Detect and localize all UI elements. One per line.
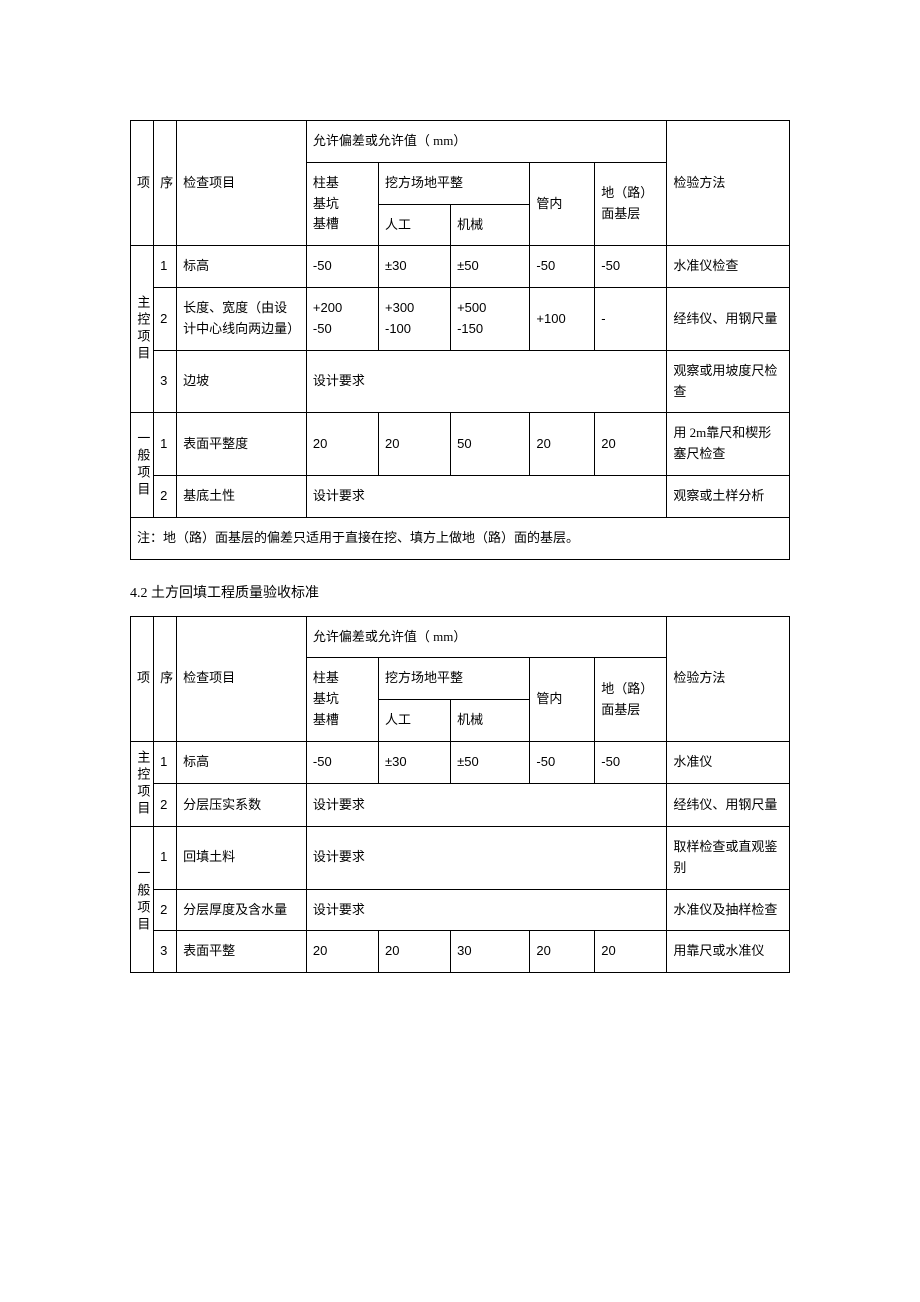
cell-method: 水准仪及抽样检查 bbox=[667, 889, 790, 931]
cell-item: 基底土性 bbox=[177, 475, 307, 517]
cell-val: 30 bbox=[451, 931, 530, 973]
cell-seq: 3 bbox=[154, 350, 177, 413]
hdr-deviation: 允许偏差或允许值（ mm） bbox=[306, 616, 666, 658]
hdr-deviation: 允许偏差或允许值（ mm） bbox=[306, 121, 666, 163]
cell-val: 20 bbox=[306, 931, 378, 973]
cell-method: 水准仪检查 bbox=[667, 246, 790, 288]
hdr-seq: 序 bbox=[154, 616, 177, 741]
cell-val: 50 bbox=[451, 413, 530, 476]
hdr-inspect-item: 检查项目 bbox=[177, 121, 307, 246]
cell-val: ±30 bbox=[379, 246, 451, 288]
hdr-machine: 机械 bbox=[451, 700, 530, 742]
table-footnote: 注：地（路）面基层的偏差只适用于直接在挖、填方上做地（路）面的基层。 bbox=[131, 517, 790, 559]
cell-val: 20 bbox=[379, 413, 451, 476]
hdr-method: 检验方法 bbox=[667, 616, 790, 741]
cell-val: -50 bbox=[595, 741, 667, 784]
cell-seq: 3 bbox=[154, 931, 177, 973]
hdr-pipe: 管内 bbox=[530, 658, 595, 742]
cell-method: 经纬仪、用钢尺量 bbox=[667, 288, 790, 351]
hdr-machine: 机械 bbox=[451, 204, 530, 246]
hdr-proj: 项 bbox=[131, 121, 154, 246]
hdr-road: 地（路） 面基层 bbox=[595, 658, 667, 742]
cell-method: 经纬仪、用钢尺量 bbox=[667, 784, 790, 827]
cell-seq: 1 bbox=[154, 246, 177, 288]
cell-item: 表面平整度 bbox=[177, 413, 307, 476]
cell-val: -50 bbox=[530, 246, 595, 288]
cell-val: -50 bbox=[306, 741, 378, 784]
cell-val: 20 bbox=[595, 931, 667, 973]
hdr-excavation: 挖方场地平整 bbox=[379, 658, 530, 700]
cell-span: 设计要求 bbox=[306, 784, 666, 827]
cell-span: 设计要求 bbox=[306, 350, 666, 413]
cell-item: 边坡 bbox=[177, 350, 307, 413]
cell-item: 标高 bbox=[177, 246, 307, 288]
cell-span: 设计要求 bbox=[306, 475, 666, 517]
cell-method: 水准仪 bbox=[667, 741, 790, 784]
hdr-pillar: 柱基 基坑 基槽 bbox=[306, 162, 378, 246]
cell-item: 表面平整 bbox=[177, 931, 307, 973]
cell-val: -50 bbox=[595, 246, 667, 288]
cell-val: -50 bbox=[306, 246, 378, 288]
cell-val: 20 bbox=[530, 413, 595, 476]
hdr-seq: 序 bbox=[154, 121, 177, 246]
cell-item: 分层压实系数 bbox=[177, 784, 307, 827]
cell-val: +100 bbox=[530, 288, 595, 351]
cell-span: 设计要求 bbox=[306, 826, 666, 889]
cell-val: 20 bbox=[379, 931, 451, 973]
cell-val: ±50 bbox=[451, 246, 530, 288]
cell-seq: 1 bbox=[154, 413, 177, 476]
cell-method: 取样检查或直观鉴别 bbox=[667, 826, 790, 889]
cell-method: 观察或土样分析 bbox=[667, 475, 790, 517]
cell-val: - bbox=[595, 288, 667, 351]
cell-val: ±30 bbox=[379, 741, 451, 784]
cell-seq: 2 bbox=[154, 889, 177, 931]
cell-val: -50 bbox=[530, 741, 595, 784]
cell-seq: 2 bbox=[154, 475, 177, 517]
group-general: 一般项目 bbox=[131, 826, 154, 972]
hdr-proj: 项 bbox=[131, 616, 154, 741]
cell-method: 观察或用坡度尺检查 bbox=[667, 350, 790, 413]
cell-seq: 2 bbox=[154, 288, 177, 351]
cell-val: +200 -50 bbox=[306, 288, 378, 351]
hdr-pillar: 柱基 基坑 基槽 bbox=[306, 658, 378, 742]
section-title: 4.2 土方回填工程质量验收标准 bbox=[130, 582, 790, 602]
cell-method: 用 2m靠尺和楔形塞尺检查 bbox=[667, 413, 790, 476]
cell-item: 分层厚度及含水量 bbox=[177, 889, 307, 931]
hdr-road: 地（路） 面基层 bbox=[595, 162, 667, 246]
cell-item: 标高 bbox=[177, 741, 307, 784]
cell-val: ±50 bbox=[451, 741, 530, 784]
hdr-excavation: 挖方场地平整 bbox=[379, 162, 530, 204]
group-general: 一般项目 bbox=[131, 413, 154, 517]
cell-seq: 1 bbox=[154, 741, 177, 784]
cell-method: 用靠尺或水准仪 bbox=[667, 931, 790, 973]
hdr-method: 检验方法 bbox=[667, 121, 790, 246]
hdr-pipe: 管内 bbox=[530, 162, 595, 246]
cell-val: +300 -100 bbox=[379, 288, 451, 351]
hdr-manual: 人工 bbox=[379, 700, 451, 742]
cell-val: +500 -150 bbox=[451, 288, 530, 351]
cell-seq: 1 bbox=[154, 826, 177, 889]
table-backfill-standard: 项 序 检查项目 允许偏差或允许值（ mm） 检验方法 柱基 基坑 基槽 挖方场… bbox=[130, 616, 790, 974]
cell-val: 20 bbox=[595, 413, 667, 476]
cell-val: 20 bbox=[530, 931, 595, 973]
hdr-manual: 人工 bbox=[379, 204, 451, 246]
cell-item: 长度、宽度（由设计中心线向两边量） bbox=[177, 288, 307, 351]
group-main: 主控项目 bbox=[131, 246, 154, 413]
table-excavation-standard: 项 序 检查项目 允许偏差或允许值（ mm） 检验方法 柱基 基坑 基槽 挖方场… bbox=[130, 120, 790, 560]
hdr-inspect-item: 检查项目 bbox=[177, 616, 307, 741]
cell-item: 回填土料 bbox=[177, 826, 307, 889]
cell-val: 20 bbox=[306, 413, 378, 476]
cell-seq: 2 bbox=[154, 784, 177, 827]
group-main: 主控项目 bbox=[131, 741, 154, 826]
cell-span: 设计要求 bbox=[306, 889, 666, 931]
